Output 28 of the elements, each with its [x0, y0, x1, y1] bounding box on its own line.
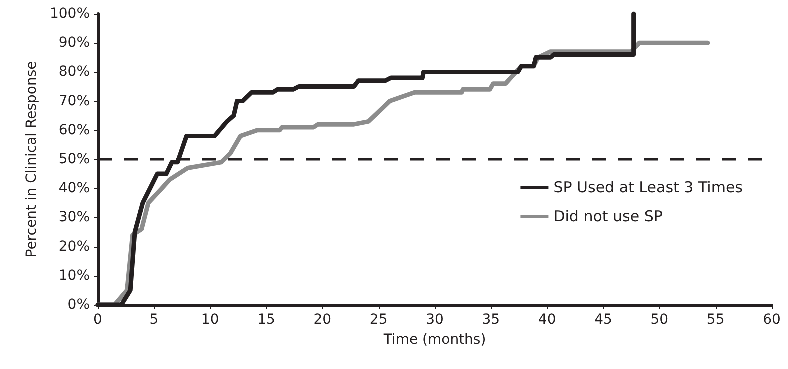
y-tick-label: 0% — [68, 297, 90, 313]
y-tick-label: 20% — [58, 238, 90, 255]
x-axis-title: Time (months) — [382, 332, 486, 348]
y-tick-label: 80% — [58, 64, 90, 80]
x-tick-label: 15 — [258, 312, 276, 328]
y-tick-label: 90% — [58, 35, 90, 52]
y-axis-title: Percent in Clinical Response — [24, 61, 40, 258]
x-tick-label: 30 — [426, 312, 444, 328]
x-tick-label: 0 — [94, 312, 102, 328]
x-tick-label: 60 — [763, 312, 781, 328]
y-tick-label: 50% — [58, 152, 90, 168]
x-tick-label: 35 — [482, 312, 500, 328]
x-tick-label: 45 — [594, 312, 612, 328]
x-tick-label: 40 — [538, 312, 556, 328]
legend-label: Did not use SP — [554, 208, 663, 226]
x-tick-label: 5 — [150, 312, 159, 328]
x-tick-label: 10 — [201, 312, 220, 328]
y-tick-label: 60% — [58, 122, 90, 138]
y-tick-label: 40% — [58, 180, 90, 197]
x-tick-label: 20 — [314, 312, 332, 328]
y-tick-label: 30% — [58, 210, 90, 226]
x-tick-label: 55 — [706, 312, 725, 328]
y-tick-label: 100% — [50, 6, 90, 22]
x-tick-label: 25 — [370, 312, 388, 328]
legend-label: SP Used at Least 3 Times — [554, 178, 744, 196]
y-tick-label: 10% — [58, 268, 90, 284]
x-tick-label: 50 — [650, 312, 669, 328]
y-tick-label: 70% — [58, 93, 90, 110]
